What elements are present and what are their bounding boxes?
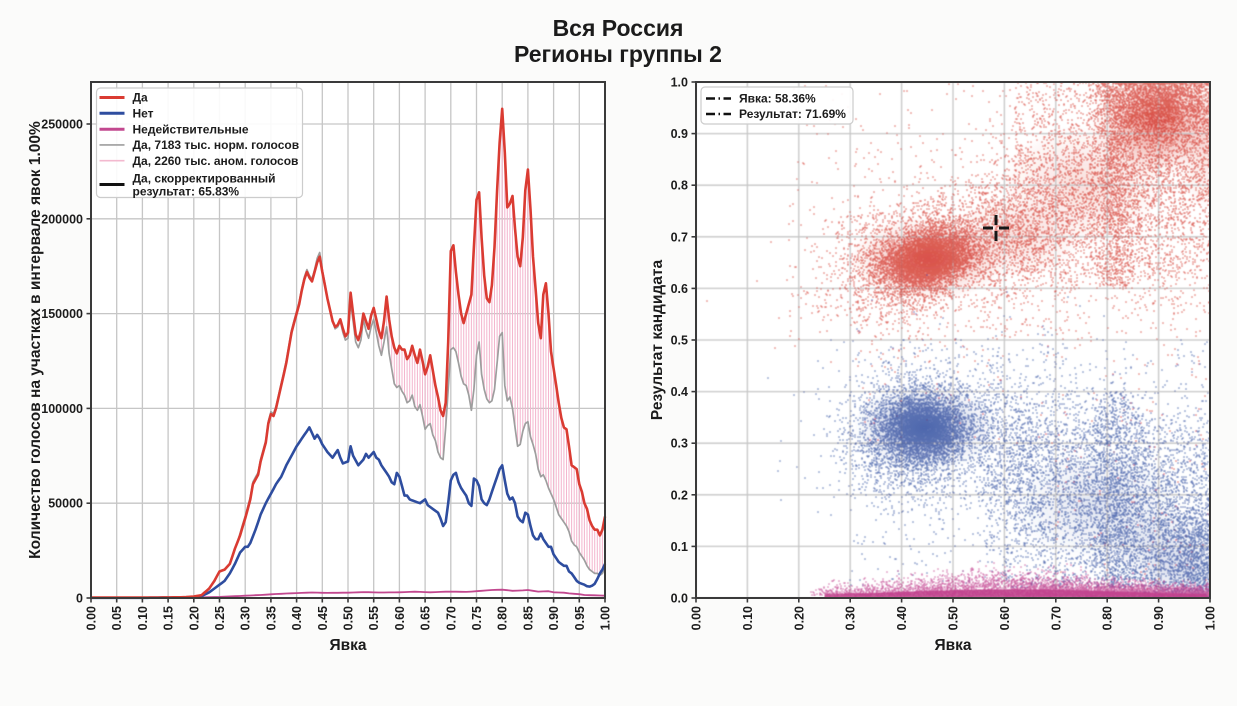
svg-text:0.50: 0.50 [342, 606, 356, 630]
svg-text:0: 0 [76, 592, 83, 606]
svg-text:0.80: 0.80 [1101, 606, 1115, 630]
svg-text:Результат кандидата: Результат кандидата [649, 260, 666, 421]
svg-text:0.70: 0.70 [444, 606, 458, 630]
svg-text:0.0: 0.0 [671, 592, 688, 606]
svg-text:Количество голосов на участках: Количество голосов на участках в интерва… [27, 121, 44, 559]
svg-text:Нет: Нет [133, 107, 154, 121]
svg-text:0.05: 0.05 [110, 606, 124, 630]
svg-text:0.90: 0.90 [1152, 606, 1166, 630]
svg-text:0.45: 0.45 [316, 606, 330, 630]
svg-text:0.55: 0.55 [367, 606, 381, 630]
svg-text:200000: 200000 [41, 212, 83, 226]
svg-text:0.6: 0.6 [671, 282, 688, 296]
svg-text:0.9: 0.9 [671, 127, 688, 141]
svg-text:0.00: 0.00 [85, 606, 99, 630]
svg-text:50000: 50000 [48, 497, 83, 511]
svg-text:0.00: 0.00 [690, 606, 704, 630]
svg-text:0.85: 0.85 [521, 606, 535, 630]
svg-text:0.95: 0.95 [573, 606, 587, 630]
svg-text:0.30: 0.30 [239, 606, 253, 630]
svg-text:150000: 150000 [41, 307, 83, 321]
svg-text:1.0: 1.0 [671, 76, 688, 90]
svg-text:0.40: 0.40 [290, 606, 304, 630]
svg-text:Недействительные: Недействительные [133, 123, 249, 137]
svg-text:0.20: 0.20 [792, 606, 806, 630]
svg-text:0.10: 0.10 [136, 606, 150, 630]
svg-text:0.4: 0.4 [671, 385, 688, 399]
svg-text:0.50: 0.50 [947, 606, 961, 630]
svg-text:0.80: 0.80 [496, 606, 510, 630]
svg-text:0.70: 0.70 [1049, 606, 1063, 630]
svg-text:0.25: 0.25 [213, 606, 227, 630]
svg-text:0.1: 0.1 [671, 540, 688, 554]
svg-text:Регионы группы 2: Регионы группы 2 [514, 41, 722, 67]
svg-text:0.35: 0.35 [264, 606, 278, 630]
svg-text:Да, 7183 тыс. норм. голосов: Да, 7183 тыс. норм. голосов [133, 138, 300, 152]
svg-text:100000: 100000 [41, 402, 83, 416]
svg-text:0.10: 0.10 [741, 606, 755, 630]
svg-text:0.75: 0.75 [470, 606, 484, 630]
svg-text:0.30: 0.30 [844, 606, 858, 630]
svg-text:0.7: 0.7 [671, 230, 688, 244]
svg-text:0.15: 0.15 [162, 606, 176, 630]
svg-text:Да, 2260 тыс. аном. голосов: Да, 2260 тыс. аном. голосов [133, 154, 299, 168]
svg-text:1.00: 1.00 [599, 606, 613, 630]
svg-text:0.65: 0.65 [419, 606, 433, 630]
svg-text:Да: Да [133, 91, 149, 105]
svg-text:0.60: 0.60 [998, 606, 1012, 630]
svg-text:1.00: 1.00 [1204, 606, 1218, 630]
svg-text:0.40: 0.40 [895, 606, 909, 630]
svg-text:0.2: 0.2 [671, 488, 688, 502]
svg-text:0.8: 0.8 [671, 179, 688, 193]
svg-text:250000: 250000 [41, 118, 83, 132]
svg-text:0.5: 0.5 [671, 334, 688, 348]
svg-text:Результат: 71.69%: Результат: 71.69% [739, 107, 846, 121]
svg-text:Явка: Явка [934, 637, 971, 654]
svg-text:Да, скорректированный: Да, скорректированный [133, 171, 276, 185]
svg-text:0.20: 0.20 [187, 606, 201, 630]
svg-text:Вся Россия: Вся Россия [553, 15, 684, 41]
svg-text:Явка: 58.36%: Явка: 58.36% [739, 92, 816, 106]
svg-text:Явка: Явка [329, 637, 366, 654]
svg-text:0.90: 0.90 [547, 606, 561, 630]
svg-text:0.60: 0.60 [393, 606, 407, 630]
svg-text:0.3: 0.3 [671, 437, 688, 451]
svg-text:результат: 65.83%: результат: 65.83% [133, 185, 240, 199]
